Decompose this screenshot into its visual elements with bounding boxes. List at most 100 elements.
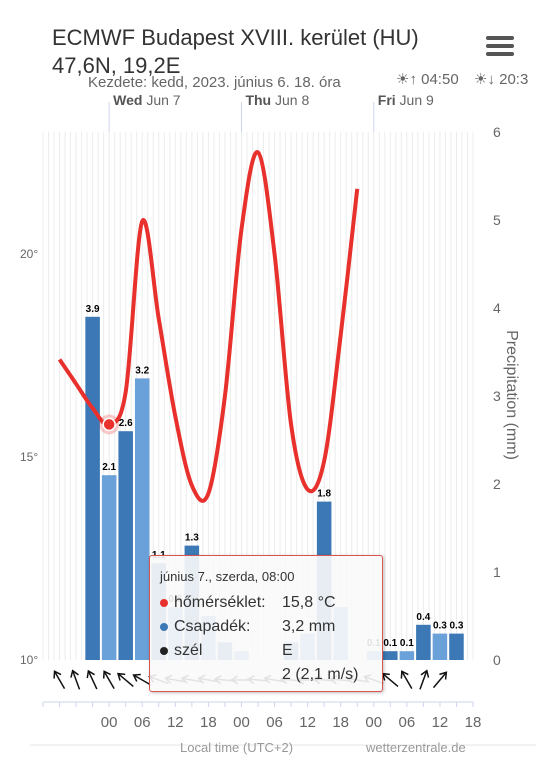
precipitation-bar [432, 633, 448, 660]
wind-arrow-shaft [53, 670, 66, 690]
right-axis-tick-label: 3 [493, 388, 501, 404]
footer-timezone: Local time (UTC+2) [180, 740, 294, 755]
wind-arrow-icon [381, 672, 399, 688]
tooltip-wind-speed: 2 (2,1 m/s) [282, 666, 359, 683]
wind-arrow-head [116, 672, 126, 681]
wind-arrow-icon [419, 669, 430, 690]
day-label: Fri Jun 9 [378, 92, 434, 108]
sunrise-icon: ☀↑ [396, 71, 417, 88]
wind-arrow-head [400, 670, 409, 679]
x-axis-tick-label: 18 [200, 714, 217, 731]
bar-value-label: 1.3 [185, 533, 199, 544]
tooltip-row-precipitation: Csapadék: [160, 618, 251, 636]
x-axis-tick-label: 00 [365, 714, 382, 731]
tooltip-header: június 7., szerda, 08:00 [160, 569, 295, 584]
temperature-highlight-point [102, 417, 116, 432]
wind-arrow-head [439, 671, 448, 680]
day-label: Thu Jun 8 [245, 92, 309, 108]
precipitation-bar [449, 633, 464, 660]
chart-subtitle: Kezdete: kedd, 2023. június 6. 18. óra [88, 74, 341, 91]
wind-arrow-shaft [432, 671, 447, 689]
wind-arrow-head [420, 669, 430, 678]
x-axis-tick-label: 12 [432, 714, 449, 731]
right-axis-tick-label: 1 [493, 564, 501, 580]
tooltip-temperature-label: hőmérséklet: [174, 594, 266, 611]
chart-tooltip: június 7., szerda, 08:00 hőmérséklet: 15… [149, 555, 383, 692]
tooltip-precipitation-label: Csapadék: [174, 618, 251, 635]
x-axis-tick-label: 00 [101, 714, 118, 731]
left-axis-tick-label: 10° [20, 653, 38, 667]
left-axis-tick-label: 15° [20, 450, 38, 464]
wind-arrow-icon [86, 669, 98, 690]
tooltip-row-wind: szél [160, 642, 202, 660]
title-coordinates: 47,6N, 19,2E [52, 53, 181, 78]
temperature-line [57, 150, 360, 503]
x-axis-tick-label: 06 [266, 714, 283, 731]
tooltip-wind-label: szél [174, 642, 203, 659]
wind-arrow-head [102, 670, 111, 679]
precipitation-bar [118, 431, 133, 660]
bar-value-label: 0.1 [383, 638, 397, 649]
wind-arrow-icon [70, 669, 81, 690]
x-axis-tick-label: 00 [233, 714, 250, 731]
bar-value-label: 3.2 [135, 365, 149, 376]
x-axis-tick-label: 06 [399, 714, 416, 731]
wind-arrow-icon [400, 670, 413, 690]
bar-value-label: 2.1 [102, 462, 116, 473]
precipitation-bar [134, 378, 150, 660]
bar-value-label: 0.4 [416, 612, 430, 623]
wind-arrow-shaft [103, 670, 115, 690]
right-axis-tick-label: 4 [493, 300, 501, 316]
precipitation-bar [383, 651, 398, 660]
x-axis-tick-label: 18 [465, 714, 482, 731]
footer-source-link[interactable]: wetterzentrale.de [366, 740, 466, 755]
wind-arrow-icon [116, 672, 134, 688]
wind-arrow-head [70, 669, 79, 678]
x-axis-tick-label: 12 [167, 714, 184, 731]
wind-arrow-icon [432, 671, 448, 689]
tooltip-row-temperature: hőmérséklet: [160, 594, 266, 612]
bar-value-label: 0.1 [400, 638, 414, 649]
x-axis-tick-label: 06 [134, 714, 151, 731]
x-axis-tick-label: 18 [332, 714, 349, 731]
right-axis-tick-label: 0 [493, 652, 501, 668]
right-axis-tick-label: 6 [493, 124, 501, 140]
wind-arrow-icon [132, 673, 152, 686]
wind-arrow-shaft [71, 670, 81, 690]
wind-arrow-icon [53, 670, 66, 690]
precipitation-bar [416, 624, 431, 660]
wind-arrow-shaft [401, 670, 413, 690]
tooltip-wind-direction: E [282, 642, 293, 659]
precipitation-bar [399, 651, 415, 660]
sunrise-info: ☀↑ 04:50 [396, 70, 459, 88]
bar-value-label: 1.8 [317, 489, 331, 500]
wind-arrow-shaft [117, 672, 134, 688]
wind-arrow-head [86, 669, 95, 679]
bar-value-label: 0.3 [433, 621, 447, 632]
wind-arrow-icon [102, 670, 115, 690]
bar-value-label: 3.9 [86, 304, 100, 315]
temperature-dot-icon [160, 598, 168, 607]
chart-title: ECMWF Budapest XVIII. kerület (HU) 47,6N… [52, 24, 419, 80]
sunset-info: ☀↓ 20:3 [474, 70, 528, 88]
sunrise-time: 04:50 [421, 71, 459, 88]
bar-value-label: 0.3 [450, 621, 464, 632]
wind-arrow-head [53, 670, 62, 679]
wind-arrow-shaft [382, 672, 399, 688]
bar-value-label: 2.6 [119, 418, 133, 429]
wind-arrow-shaft [419, 670, 428, 690]
day-label: Wed Jun 7 [113, 92, 181, 108]
sunset-icon: ☀↓ [474, 71, 495, 88]
sunset-time: 20:3 [499, 71, 529, 88]
right-axis-tick-label: 2 [493, 476, 501, 492]
right-axis-tick-label: 5 [493, 212, 501, 228]
left-axis-tick-label: 20° [20, 247, 38, 261]
x-axis-tick-label: 12 [299, 714, 316, 731]
tooltip-precipitation-value: 3,2 mm [282, 618, 336, 635]
right-axis-title: Precipitation (mm) [503, 330, 520, 460]
tooltip-temperature-value: 15,8 °C [282, 594, 336, 611]
wind-arrow-shaft [133, 674, 152, 686]
precipitation-bar [101, 475, 117, 660]
precipitation-dot-icon [160, 622, 168, 631]
hamburger-menu-icon[interactable] [486, 36, 514, 60]
